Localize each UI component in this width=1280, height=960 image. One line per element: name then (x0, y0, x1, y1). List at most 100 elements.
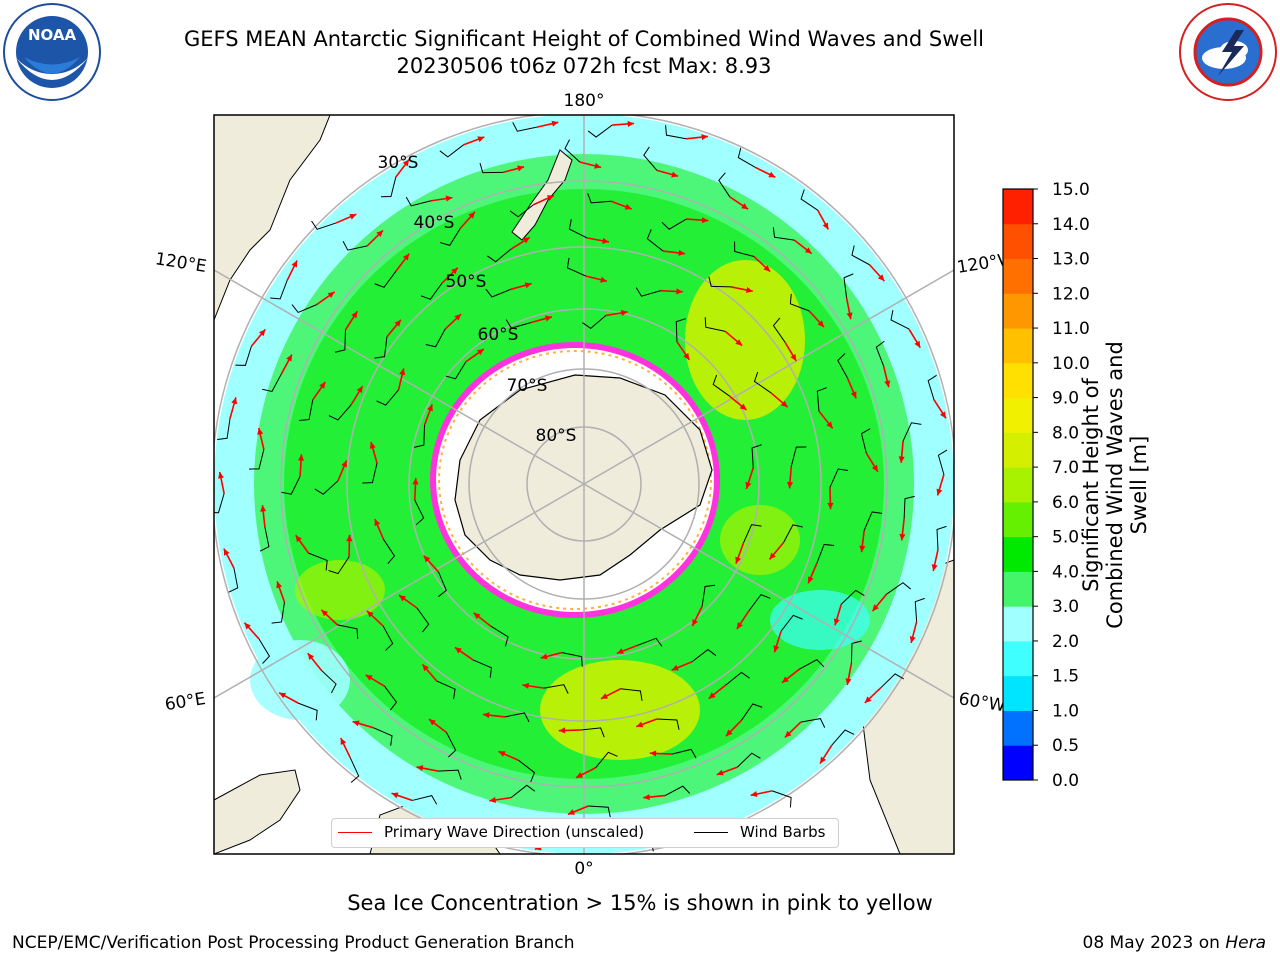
wind-barb (510, 784, 536, 799)
wave-arrow-head (877, 274, 885, 281)
wind-barb (643, 146, 658, 171)
wave-arrow-head (939, 411, 946, 419)
wind-barb (799, 659, 825, 670)
lon-label-60w: 60°W (957, 689, 1007, 716)
wind-barb (740, 703, 763, 721)
wave-arrow-head (422, 664, 429, 672)
wave-arrow-head (327, 291, 335, 299)
colorbar-tick-label: 4.0 (1052, 562, 1079, 582)
wave-arrow-head (451, 267, 458, 275)
wind-barb (886, 582, 911, 595)
wave-arrow-head (545, 315, 552, 322)
wind-barb (737, 752, 761, 768)
wave-arrow-head (394, 319, 401, 327)
colorbar-tick-label: 5.0 (1052, 528, 1079, 548)
colorbar-frame (1002, 188, 1034, 781)
wave-arrow-head (319, 381, 326, 389)
wave-arrow-head (692, 619, 698, 627)
noaa-logo: NOAA (3, 3, 101, 101)
lon-label-0: 0° (574, 859, 593, 879)
wave-arrow-head (627, 120, 635, 127)
wind-barb (661, 218, 687, 230)
wave-arrow-head (750, 791, 758, 798)
wave-arrow-head (909, 636, 916, 643)
wave-arrow-head (567, 809, 575, 815)
wave-arrow-head (773, 645, 780, 653)
wave-arrow-head (716, 769, 724, 776)
wind-barb (637, 637, 663, 647)
wave-arrow-head (649, 750, 657, 757)
wind-barb (271, 602, 285, 624)
wind-barb (384, 685, 398, 711)
wave-arrow-head (369, 441, 376, 449)
wind-barb (635, 287, 661, 297)
lon-label-180: 180° (564, 91, 605, 111)
wind-barb (718, 172, 731, 198)
wave-arrow-head (746, 287, 753, 293)
wind-barb (568, 219, 588, 239)
footer-date: 08 May 2023 on Hera (1083, 933, 1267, 953)
wind-barb (314, 480, 339, 495)
wave-arrow-head (468, 211, 475, 219)
lat-label-30s: 30°S (378, 153, 419, 173)
nws-logo (1179, 3, 1277, 101)
wave-arrow-head (558, 727, 566, 734)
wind-barb (382, 625, 394, 651)
wind-barb (843, 273, 854, 298)
wind-barb (374, 336, 388, 359)
wind-barb (664, 785, 691, 797)
wave-arrow-head (741, 203, 749, 210)
noaa-logo-text: NOAA (28, 26, 77, 44)
wind-barb (772, 317, 786, 343)
colorbar-swatch (1003, 536, 1033, 572)
wind-barb (308, 552, 328, 571)
legend-swatch-red-line (338, 831, 372, 833)
wave-arrow-head (522, 237, 530, 244)
wind-barb (440, 228, 461, 246)
wave-arrow-head (616, 648, 624, 654)
colorbar-swatch (1003, 501, 1033, 538)
wave-arrow-head (349, 213, 357, 220)
colorbar-swatch (1003, 571, 1033, 607)
wave-arrow-head (546, 195, 554, 201)
wind-barb (512, 122, 537, 132)
wind-barb (485, 288, 511, 298)
wave-arrow-head (735, 339, 743, 346)
wind-barb (249, 449, 265, 470)
wave-low-region (250, 640, 350, 720)
wave-arrow-head (708, 692, 716, 699)
wind-barb (472, 659, 493, 678)
wind-barb (335, 329, 346, 353)
wind-barb (337, 624, 359, 639)
wind-barb (789, 293, 810, 312)
wind-barb (875, 340, 885, 367)
wind-barb (851, 245, 870, 266)
wave-arrow-head (735, 556, 742, 564)
colorbar-tick-label: 10.0 (1052, 354, 1090, 374)
lat-label-80s: 80°S (536, 426, 577, 446)
colorbar-tick-label: 1.0 (1052, 701, 1079, 721)
wave-arrow-head (279, 692, 287, 699)
wind-barb (420, 282, 443, 300)
southern-africa-landmass (214, 769, 301, 854)
wave-arrow-head (376, 230, 384, 238)
wind-barb (518, 759, 536, 783)
wind-barb (712, 374, 730, 397)
wave-arrow-head (701, 134, 709, 141)
wave-arrow-head (739, 403, 747, 411)
wave-arrow-head (804, 247, 812, 254)
wind-barb (748, 594, 771, 611)
wave-arrow-head (454, 647, 462, 654)
legend-item-wave-direction: Primary Wave Direction (unscaled) (338, 823, 644, 841)
wind-barb (734, 241, 755, 258)
wave-arrow-head (624, 203, 632, 210)
wind-barb (505, 319, 531, 329)
lon-label-60e: 60°E (163, 689, 207, 715)
wind-barb (816, 387, 827, 412)
wave-arrow-head (872, 604, 879, 612)
sea-ice-concentration-dots (438, 350, 712, 610)
colorbar-swatch (1003, 710, 1033, 746)
wave-arrow-head (276, 581, 283, 589)
wind-barb (446, 732, 457, 758)
